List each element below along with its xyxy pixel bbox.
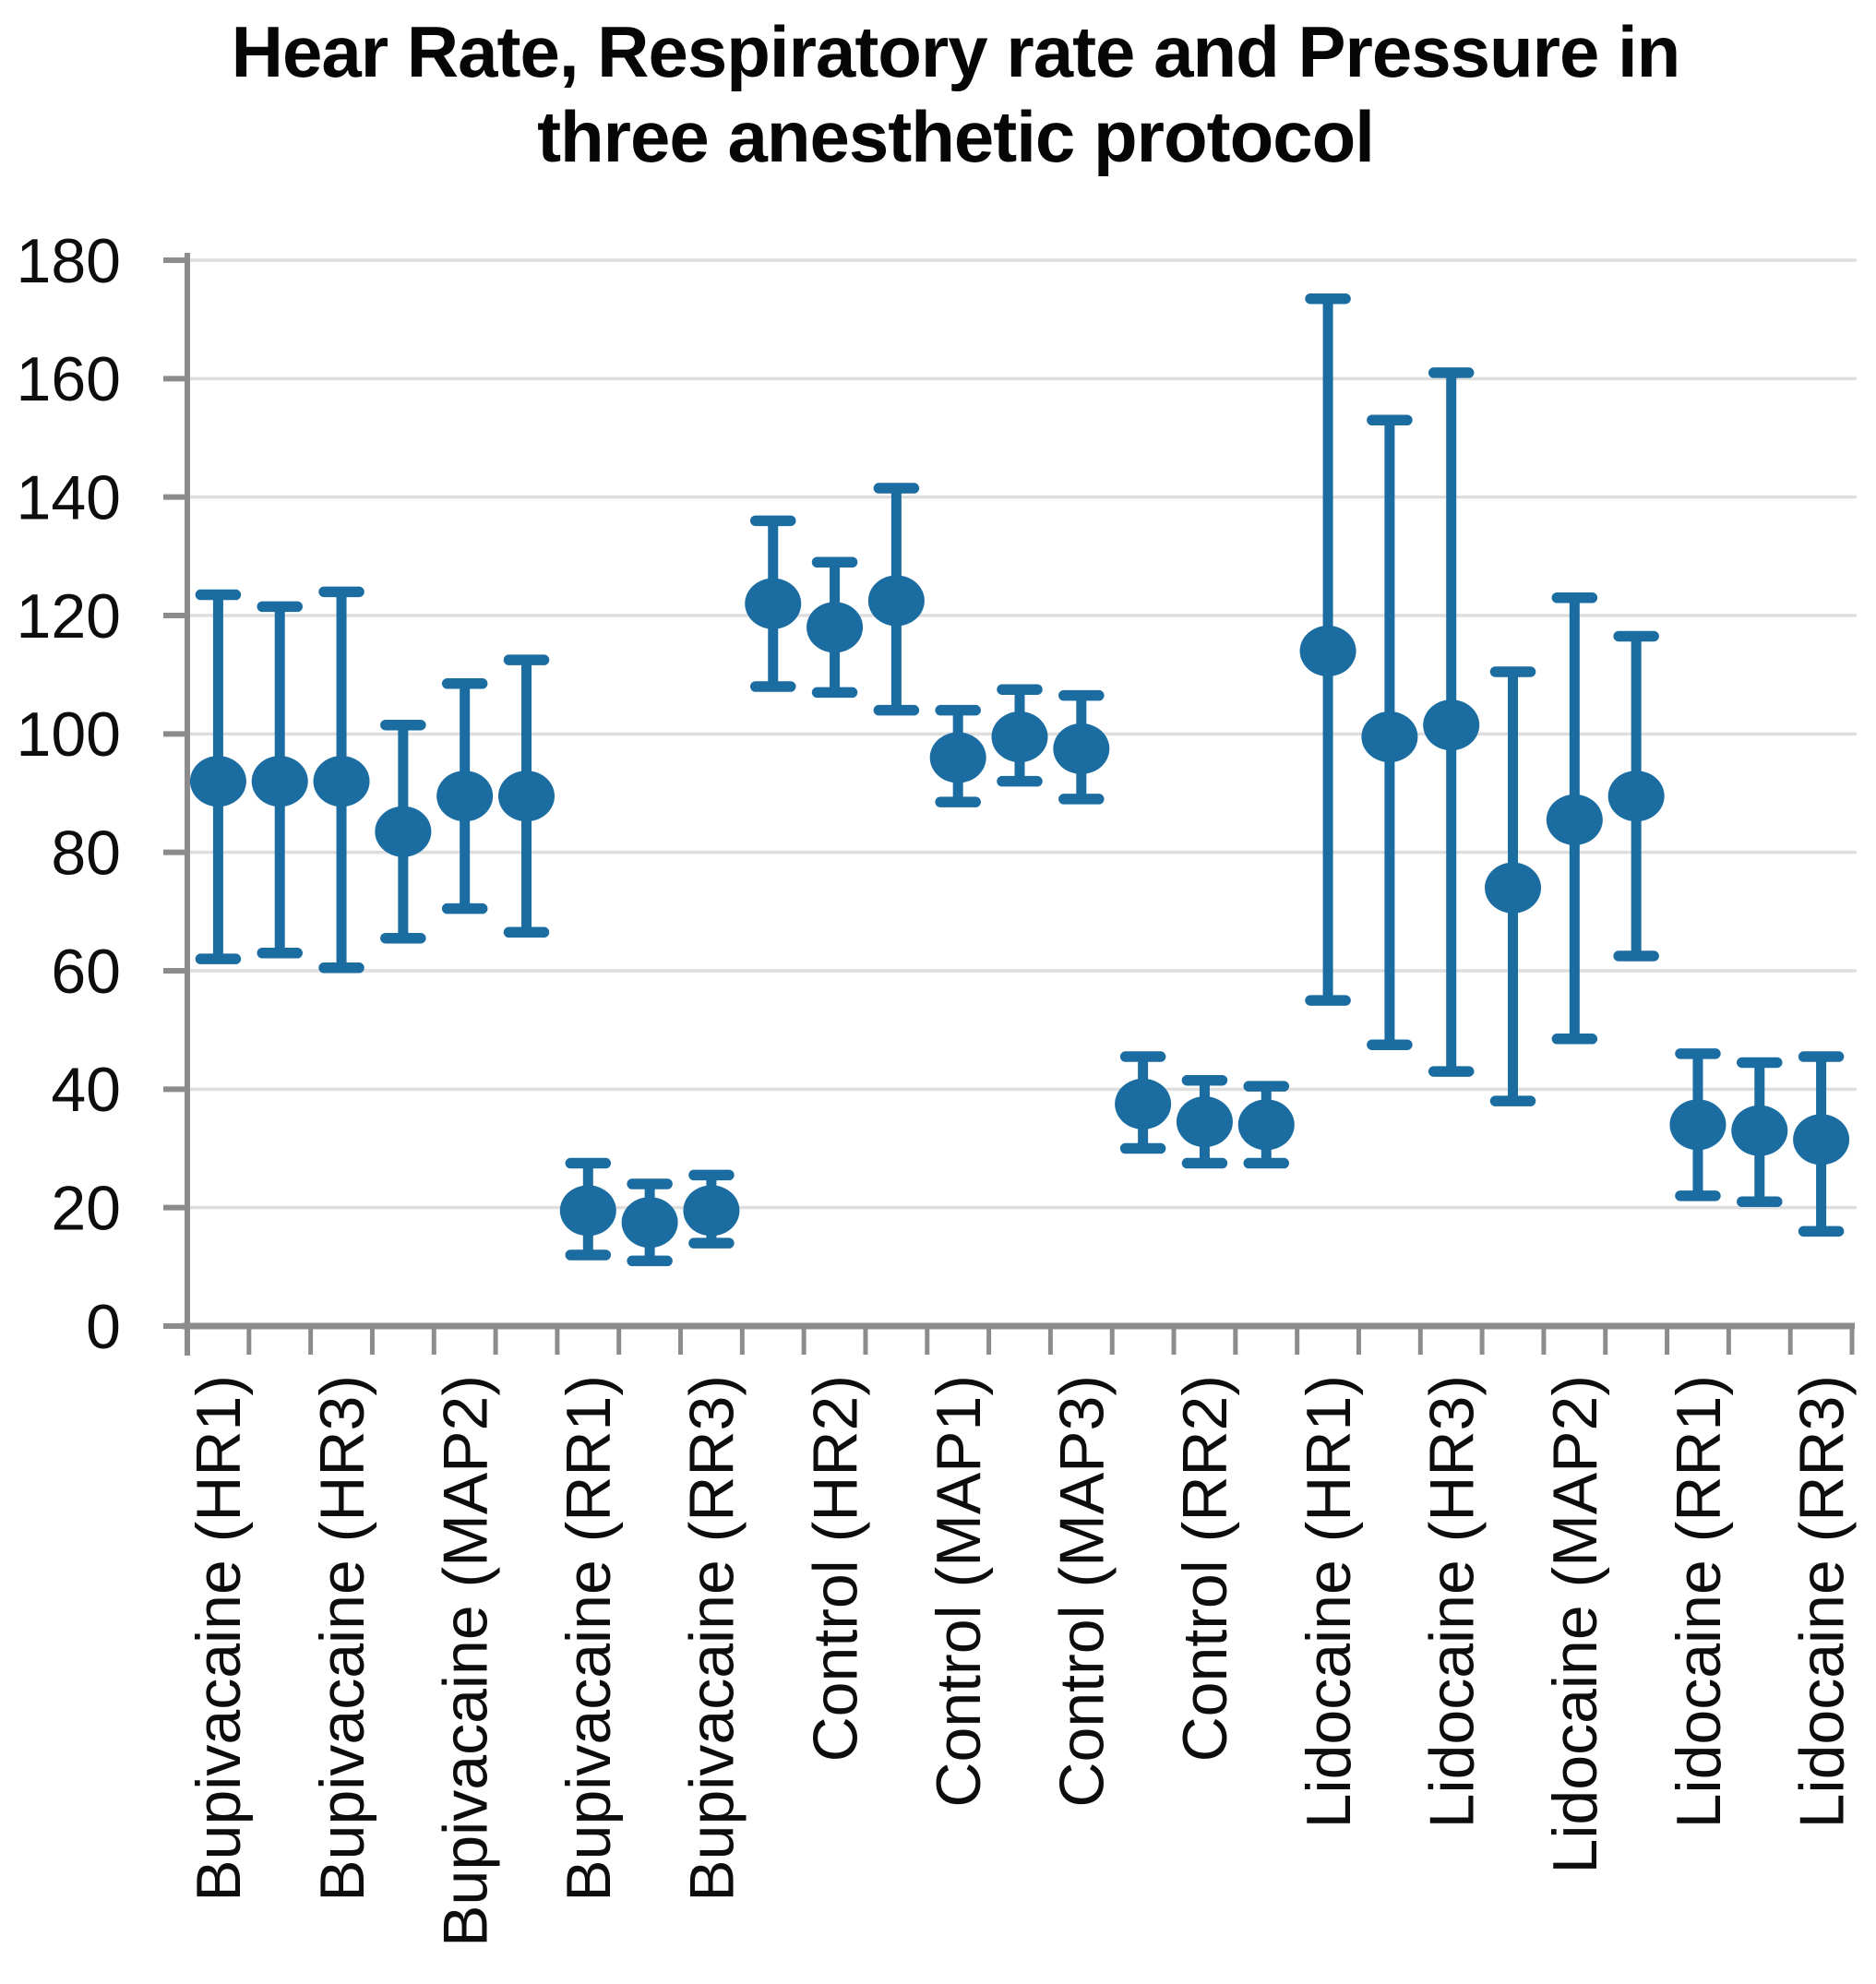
- x-tick-label: Bupivacaine (HR3): [307, 1375, 377, 1902]
- y-tick-label: 180: [17, 226, 121, 296]
- data-point-marker: [991, 711, 1048, 763]
- x-tick-label: Bupivacaine (RR1): [554, 1375, 624, 1902]
- y-tick-label: 40: [51, 1055, 121, 1125]
- data-point-marker: [1423, 699, 1480, 751]
- y-tick-label: 100: [17, 699, 121, 770]
- data-point-marker: [1176, 1096, 1233, 1148]
- data-point-marker: [1053, 723, 1110, 774]
- y-tick-label: 60: [51, 937, 121, 1007]
- data-point-marker: [375, 806, 432, 857]
- data-point-marker: [189, 756, 246, 807]
- data-point-marker: [1731, 1105, 1788, 1156]
- x-tick-label: Control (HR2): [800, 1375, 870, 1762]
- y-tick-label: 80: [51, 818, 121, 888]
- data-point-marker: [1485, 862, 1542, 914]
- x-tick-label: Lidocaine (HR1): [1294, 1375, 1364, 1828]
- y-tick-label: 140: [17, 462, 121, 532]
- data-point-marker: [807, 602, 864, 653]
- x-tick-label: Lidocaine (RR1): [1664, 1375, 1734, 1828]
- y-tick-label: 120: [17, 581, 121, 651]
- x-tick-label: Control (RR2): [1170, 1375, 1240, 1762]
- data-point-marker: [497, 771, 555, 822]
- x-tick-label: Bupivacaine (RR3): [677, 1375, 747, 1902]
- chart-title-line2: three anesthetic protocol: [537, 96, 1375, 177]
- x-tick-label: Control (MAP1): [924, 1375, 994, 1808]
- data-point-marker: [1669, 1099, 1727, 1151]
- data-point-marker: [683, 1185, 740, 1237]
- x-tick-label: Bupivacaine (MAP2): [430, 1375, 500, 1947]
- data-point-marker: [436, 771, 494, 822]
- chart-title: Hear Rate, Respiratory rate and Pressure…: [0, 9, 1876, 179]
- data-point-marker: [559, 1185, 616, 1237]
- data-point-marker: [621, 1197, 678, 1249]
- x-tick-label: Lidocaine (RR3): [1786, 1375, 1857, 1828]
- data-point-marker: [1793, 1114, 1850, 1165]
- chart-title-line1: Hear Rate, Respiratory rate and Pressure…: [231, 11, 1681, 92]
- data-point-marker: [251, 756, 308, 807]
- y-tick-label: 160: [17, 344, 121, 414]
- y-tick-label: 0: [86, 1292, 121, 1362]
- data-point-marker: [1546, 794, 1603, 845]
- data-point-marker: [1237, 1099, 1295, 1151]
- data-point-marker: [313, 756, 370, 807]
- x-tick-label: Control (MAP3): [1047, 1375, 1117, 1808]
- data-point-marker: [929, 732, 986, 783]
- data-point-marker: [867, 575, 925, 627]
- data-point-marker: [1361, 711, 1418, 763]
- data-point-marker: [1115, 1078, 1172, 1129]
- x-tick-label: Bupivacaine (HR1): [184, 1375, 254, 1902]
- data-point-marker: [745, 578, 802, 629]
- x-tick-label: Lidocaine (HR3): [1417, 1375, 1488, 1828]
- y-tick-label: 20: [51, 1173, 121, 1243]
- data-point-marker: [1607, 771, 1665, 822]
- data-point-marker: [1299, 626, 1356, 676]
- x-tick-label: Lidocaine (MAP2): [1540, 1375, 1610, 1873]
